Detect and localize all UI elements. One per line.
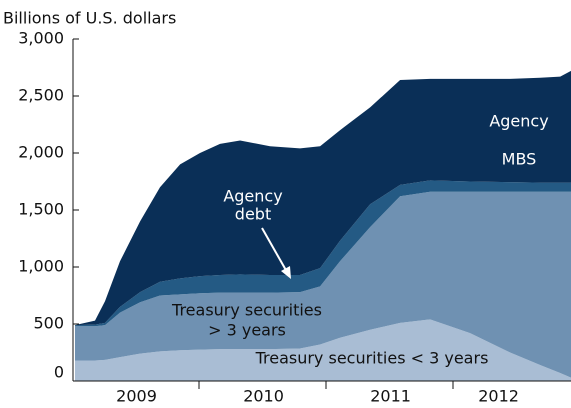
annotation: debt xyxy=(235,205,271,224)
annotation: Treasury securities xyxy=(171,301,322,320)
y-tick-label: 2,500 xyxy=(18,86,64,105)
x-tick-label: 2009 xyxy=(116,387,157,406)
y-tick-label: 0 xyxy=(54,363,64,382)
y-tick-label: 1,000 xyxy=(18,257,64,276)
area xyxy=(75,191,571,378)
arrow xyxy=(261,227,288,273)
annotation: Agency xyxy=(489,112,548,131)
y-axis-label: Billions of U.S. dollars xyxy=(3,9,176,28)
annotation: MBS xyxy=(502,150,537,169)
annotation: > 3 years xyxy=(208,321,286,340)
areas xyxy=(75,70,571,381)
annotation: Treasury securities < 3 years xyxy=(255,349,489,368)
area xyxy=(75,180,571,327)
annotation: Agency xyxy=(223,187,282,206)
x-tick-label: 2012 xyxy=(478,387,519,406)
area xyxy=(75,319,571,381)
y-tick-label: 2,000 xyxy=(18,143,64,162)
arrow-head xyxy=(281,266,291,279)
y-tick-label: 3,000 xyxy=(18,29,64,48)
x-tick-label: 2011 xyxy=(370,387,411,406)
area xyxy=(75,70,571,326)
x-tick-label: 2010 xyxy=(243,387,284,406)
y-tick-label: 1,500 xyxy=(18,200,64,219)
y-tick-label: 500 xyxy=(33,314,64,333)
